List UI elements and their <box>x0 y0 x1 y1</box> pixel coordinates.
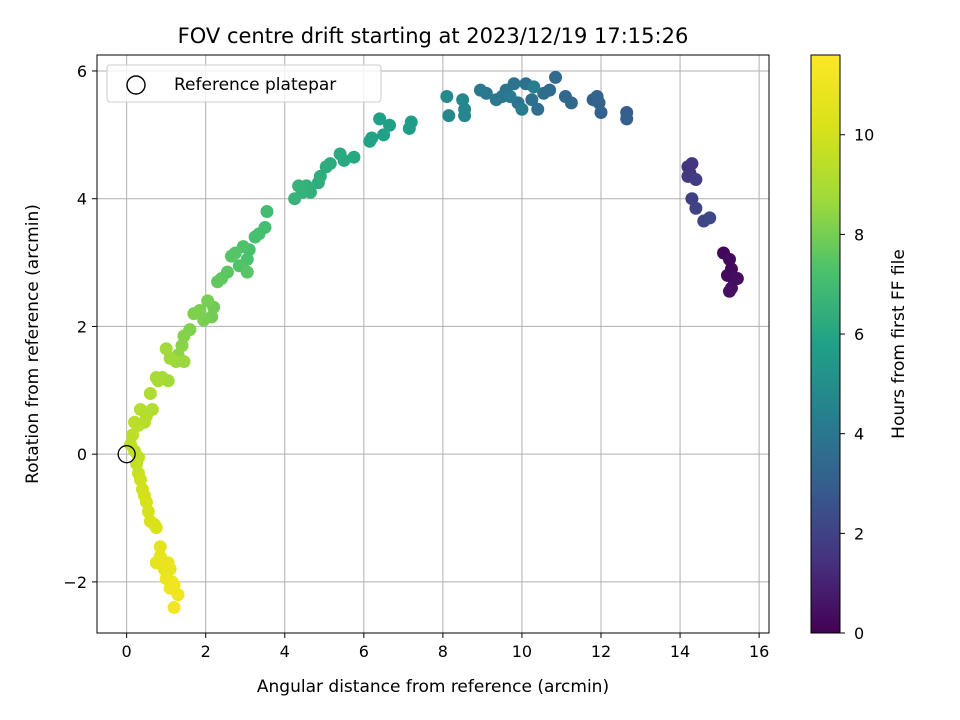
x-tick-label: 6 <box>359 642 369 661</box>
y-axis-label: Rotation from reference (arcmin) <box>23 204 43 484</box>
data-point <box>292 179 306 193</box>
data-point <box>689 173 703 187</box>
data-point <box>143 386 157 400</box>
legend-box <box>106 64 382 103</box>
data-point <box>456 93 470 107</box>
data-point <box>440 90 454 104</box>
colorbar-tick-label: 4 <box>854 425 864 444</box>
colorbar-tick-label: 10 <box>854 126 874 145</box>
data-point <box>149 371 163 385</box>
x-tick-label: 8 <box>438 642 448 661</box>
data-point <box>363 134 377 148</box>
data-point <box>689 201 703 215</box>
data-point <box>503 90 517 104</box>
data-point <box>311 176 325 190</box>
x-tick-label: 16 <box>749 642 769 661</box>
x-tick-label: 10 <box>512 642 532 661</box>
data-point <box>260 204 274 218</box>
y-tick-label: 6 <box>77 62 87 81</box>
plot-frame <box>96 54 770 634</box>
data-point <box>722 284 736 298</box>
y-tick-label: 0 <box>77 445 87 464</box>
data-point <box>248 230 262 244</box>
y-tick-label: −2 <box>63 573 87 592</box>
data-point <box>558 90 572 104</box>
chart-title: FOV centre drift starting at 2023/12/19 … <box>178 24 689 48</box>
data-point <box>527 80 541 94</box>
data-point <box>489 93 503 107</box>
data-point <box>377 128 391 142</box>
data-point <box>128 415 142 429</box>
x-tick-label: 14 <box>670 642 690 661</box>
colorbar-ticks: 0 2 4 6 8 10 <box>840 126 874 643</box>
legend-label-reference: Reference platepar <box>174 75 336 95</box>
data-point <box>211 275 225 289</box>
data-point <box>319 160 333 174</box>
legend-open-circle-marker <box>126 75 146 95</box>
data-point <box>347 150 361 164</box>
colorbar-gradient <box>810 54 841 634</box>
data-point <box>167 600 181 614</box>
colorbar: 0 2 4 6 8 10 Hours from first FF file <box>810 54 909 643</box>
x-tick-label: 2 <box>201 642 211 661</box>
colorbar-tick-label: 6 <box>854 325 864 344</box>
colorbar-label: Hours from first FF file <box>889 249 909 439</box>
data-point <box>537 86 551 100</box>
colorbar-tick-label: 8 <box>854 225 864 244</box>
axis-ticks: 0 2 4 6 8 10 12 14 16 −2 0 2 4 6 <box>63 62 769 661</box>
x-tick-label: 4 <box>280 642 290 661</box>
data-point <box>373 112 387 126</box>
data-point <box>442 109 456 123</box>
data-point <box>288 192 302 206</box>
data-point <box>525 93 539 107</box>
data-point <box>159 342 173 356</box>
data-point <box>402 121 416 135</box>
grid-lines <box>97 55 769 633</box>
reference-platepar-marker <box>117 445 136 464</box>
data-point <box>703 211 717 225</box>
data-point <box>149 521 163 535</box>
data-point <box>333 147 347 161</box>
data-points <box>124 70 744 614</box>
data-point <box>133 402 147 416</box>
y-tick-label: 2 <box>77 317 87 336</box>
data-point <box>240 265 254 279</box>
colorbar-tick-label: 0 <box>854 624 864 643</box>
data-point <box>720 268 734 282</box>
colorbar-tick-label: 2 <box>854 524 864 543</box>
x-tick-label: 0 <box>122 642 132 661</box>
data-point <box>187 307 201 321</box>
data-point <box>730 272 744 286</box>
x-axis-label: Angular distance from reference (arcmin) <box>257 677 609 697</box>
y-tick-label: 4 <box>77 190 87 209</box>
data-point <box>224 249 238 263</box>
data-point <box>590 90 604 104</box>
data-point <box>620 112 634 126</box>
data-point <box>549 70 563 84</box>
data-point <box>201 294 215 308</box>
data-point <box>531 102 545 116</box>
data-point <box>383 118 397 132</box>
data-point <box>685 157 699 171</box>
data-point <box>515 102 529 116</box>
x-tick-label: 12 <box>591 642 611 661</box>
data-point <box>153 540 167 554</box>
legend: Reference platepar <box>106 64 382 103</box>
data-point <box>171 588 185 602</box>
data-point <box>473 83 487 97</box>
